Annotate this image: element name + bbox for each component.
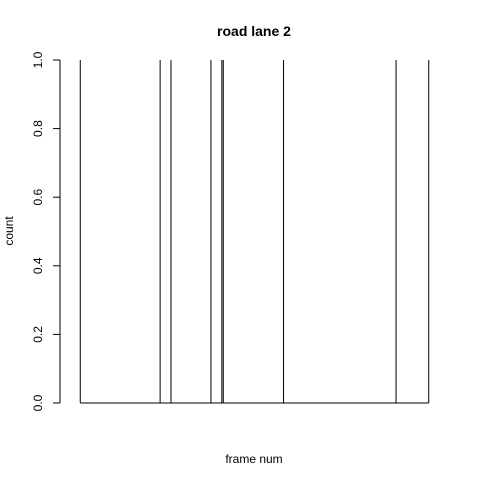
bars bbox=[79, 60, 430, 404]
y-axis: 0.0 0.2 0.4 0.6 0.8 1.0 bbox=[31, 51, 61, 411]
y-tick-label: 1.0 bbox=[31, 51, 45, 68]
y-tick-label: 0.4 bbox=[31, 257, 45, 274]
y-tick-label: 0.6 bbox=[31, 189, 45, 206]
y-tick-label: 0.0 bbox=[31, 394, 45, 411]
y-tick-label: 0.8 bbox=[31, 120, 45, 137]
y-tick-label: 0.2 bbox=[31, 326, 45, 343]
chart-title: road lane 2 bbox=[217, 23, 291, 39]
y-axis-label: count bbox=[2, 216, 16, 246]
x-axis-label: frame num bbox=[225, 452, 282, 466]
